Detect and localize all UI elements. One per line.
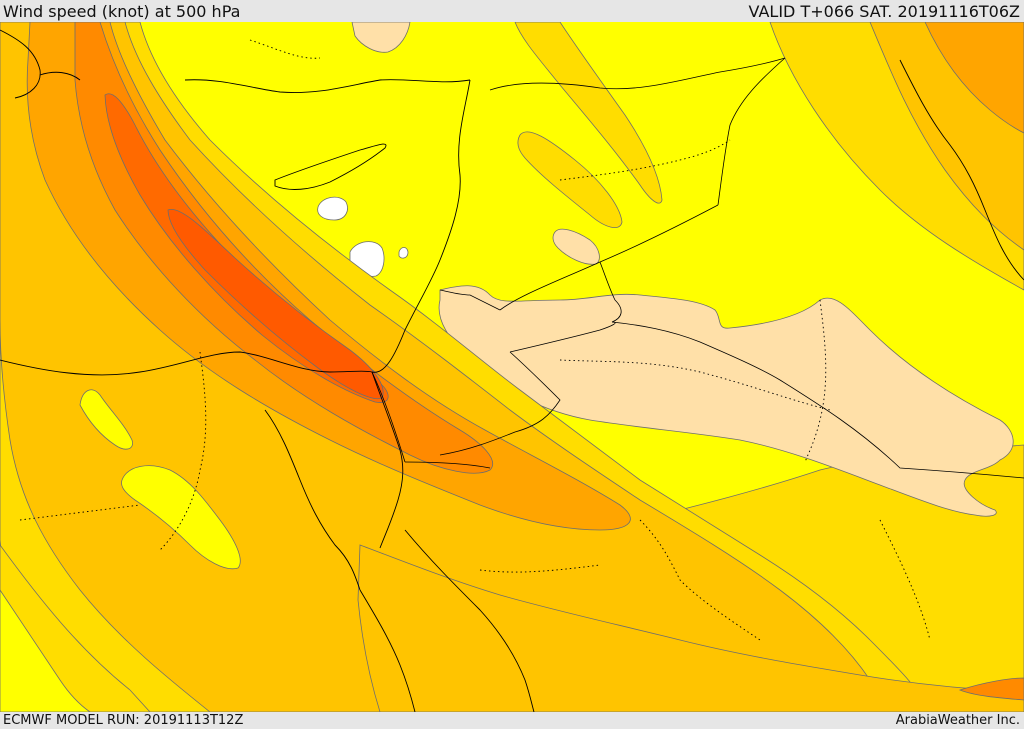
calm-patch-1 [317,196,348,221]
valid-time: VALID T+066 SAT. 20191116T06Z [748,2,1020,21]
field-yellow-patch-libya [121,465,241,570]
footer-bar: ECMWF MODEL RUN: 20191113T12Z ArabiaWeat… [0,712,1024,729]
calm-patch-3 [398,247,409,259]
field-orange-southeast [958,677,1024,701]
map-canvas [0,22,1024,712]
internal-boundaries [19,39,931,641]
model-run-label: ECMWF MODEL RUN: 20191113T12Z [3,713,244,728]
jet-band-orange [74,22,493,474]
map-title: Wind speed (knot) at 500 hPa [3,2,241,21]
wind-speed-map [0,22,1024,712]
coastlines [0,29,1024,712]
field-cream-top [351,22,411,53]
credit-label: ArabiaWeather Inc. [895,713,1020,728]
field-yellow-south-west [0,589,91,712]
field-cream-east [438,285,1014,517]
header-bar: Wind speed (knot) at 500 hPa VALID T+066… [0,0,1024,22]
country-borders [371,57,1024,479]
field-gold-syria-1 [517,131,623,229]
field-yellow-patch-west [79,389,133,450]
field-orange-northeast [924,22,1024,134]
field-amber-south [357,544,1024,712]
jet-band-red [167,208,384,400]
